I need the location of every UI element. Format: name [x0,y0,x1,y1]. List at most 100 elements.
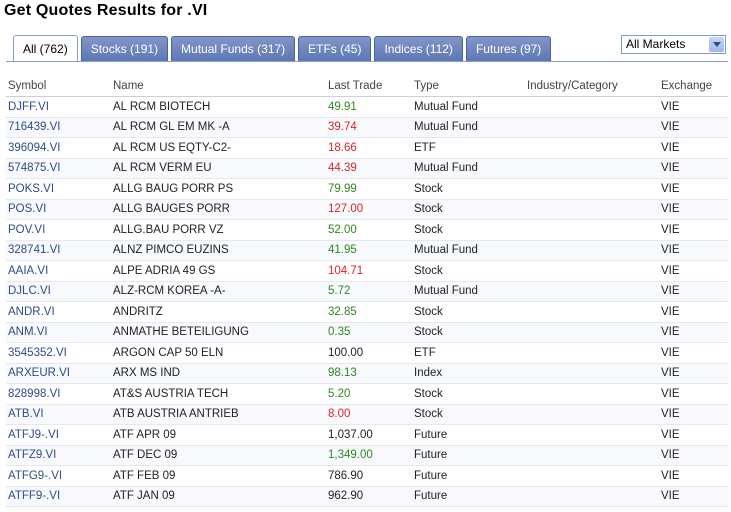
quotes-table: Symbol Name Last Trade Type Industry/Cat… [6,76,728,507]
industry-category [525,260,659,282]
exchange-code: VIE [659,178,728,200]
security-type: Index [412,363,525,384]
industry-category [525,301,659,323]
security-name: ATF APR 09 [111,424,326,446]
symbol-link[interactable]: 716439.VI [6,117,111,138]
symbol-link[interactable]: ATFZ9.VI [6,445,111,466]
symbol-link[interactable]: DJLC.VI [6,281,111,302]
page-title: Get Quotes Results for .VI [4,2,208,19]
last-trade-value: 32.85 [326,301,412,323]
security-name: ARGON CAP 50 ELN [111,342,326,364]
table-row: DJFF.VI AL RCM BIOTECH 49.91 Mutual Fund VIE [6,96,728,118]
column-header-name[interactable]: Name [111,76,326,97]
column-header-exchange[interactable]: Exchange [659,76,728,97]
tab-mutual-funds[interactable]: Mutual Funds (317) [171,36,296,61]
tab-stocks[interactable]: Stocks (191) [80,36,169,61]
symbol-link[interactable]: 574875.VI [6,158,111,179]
exchange-code: VIE [659,117,728,138]
symbol-link[interactable]: ATFF9-.VI [6,486,111,507]
exchange-code: VIE [659,158,728,179]
security-name: ALLG BAUG PORR PS [111,178,326,200]
last-trade-value: 44.39 [326,158,412,179]
security-type: Future [412,486,525,507]
last-trade-value: 5.20 [326,383,412,405]
industry-category [525,383,659,405]
table-row: 328741.VI ALNZ PIMCO EUZINS 41.95 Mutual Fu… [6,240,728,261]
security-type: Stock [412,260,525,282]
last-trade-value: 52.00 [326,219,412,241]
exchange-code: VIE [659,465,728,487]
exchange-code: VIE [659,424,728,446]
security-type: Mutual Fund [412,96,525,118]
symbol-link[interactable]: DJFF.VI [6,96,111,118]
symbol-link[interactable]: ATFJ9-.VI [6,424,111,446]
symbol-link[interactable]: 828998.VI [6,383,111,405]
exchange-code: VIE [659,281,728,302]
industry-category [525,117,659,138]
security-type: Stock [412,322,525,343]
symbol-link[interactable]: POS.VI [6,199,111,220]
tab-futures[interactable]: Futures (97) [465,36,552,61]
table-row: ANM.VI ANMATHE BETEILIGUNG 0.35 Stock VIE [6,322,728,343]
security-name: ATF DEC 09 [111,445,326,466]
tab-etfs[interactable]: ETFs (45) [298,36,372,61]
symbol-link[interactable]: AAIA.VI [6,260,111,282]
industry-category [525,486,659,507]
security-name: AL RCM GL EM MK -A [111,117,326,138]
table-row: ARXEUR.VI ARX MS IND 98.13 Index VIE [6,363,728,384]
last-trade-value: 8.00 [326,404,412,425]
symbol-link[interactable]: ATFG9-.VI [6,465,111,487]
chevron-down-icon[interactable] [709,37,724,52]
exchange-code: VIE [659,199,728,220]
security-type: Mutual Fund [412,158,525,179]
security-name: AT&S AUSTRIA TECH [111,383,326,405]
security-name: ALLG.BAU PORR VZ [111,219,326,241]
symbol-link[interactable]: ANDR.VI [6,301,111,323]
column-header-last-trade[interactable]: Last Trade [326,76,412,97]
exchange-code: VIE [659,322,728,343]
symbol-link[interactable]: ATB.VI [6,404,111,425]
table-row: ATFZ9.VI ATF DEC 09 1,349.00 Future VIE [6,445,728,466]
symbol-link[interactable]: 3545352.VI [6,342,111,364]
column-header-type[interactable]: Type [412,76,525,97]
last-trade-value: 962.90 [326,486,412,507]
symbol-link[interactable]: ANM.VI [6,322,111,343]
security-type: Future [412,424,525,446]
column-header-industry[interactable]: Industry/Category [525,76,659,97]
industry-category [525,240,659,261]
symbol-link[interactable]: ARXEUR.VI [6,363,111,384]
security-name: ATF FEB 09 [111,465,326,487]
exchange-code: VIE [659,363,728,384]
exchange-code: VIE [659,342,728,364]
table-row: ATFF9-.VI ATF JAN 09 962.90 Future VIE [6,486,728,507]
last-trade-value: 18.66 [326,137,412,159]
quotes-table-body: DJFF.VI AL RCM BIOTECH 49.91 Mutual Fund VIE… [6,96,728,507]
last-trade-value: 1,037.00 [326,424,412,446]
symbol-link[interactable]: POV.VI [6,219,111,241]
tab-indices[interactable]: Indices (112) [374,36,463,61]
security-type: Stock [412,404,525,425]
industry-category [525,281,659,302]
security-name: ALNZ PIMCO EUZINS [111,240,326,261]
symbol-link[interactable]: 396094.VI [6,137,111,159]
security-name: ATF JAN 09 [111,486,326,507]
exchange-code: VIE [659,137,728,159]
security-name: ALZ-RCM KOREA -A- [111,281,326,302]
table-row: POKS.VI ALLG BAUG PORR PS 79.99 Stock VIE [6,178,728,200]
last-trade-value: 127.00 [326,199,412,220]
symbol-link[interactable]: POKS.VI [6,178,111,200]
table-row: 716439.VI AL RCM GL EM MK -A 39.74 Mutual F… [6,117,728,138]
symbol-link[interactable]: 328741.VI [6,240,111,261]
table-row: 396094.VI AL RCM US EQTY-C2- 18.66 ETF VIE [6,137,728,159]
security-type: Future [412,465,525,487]
table-row: 574875.VI AL RCM VERM EU 44.39 Mutual Fund V… [6,158,728,179]
tab-all[interactable]: All (762) [13,35,78,62]
industry-category [525,465,659,487]
table-row: 3545352.VI ARGON CAP 50 ELN 100.00 ETF VIE [6,342,728,364]
last-trade-value: 98.13 [326,363,412,384]
industry-category [525,322,659,343]
column-header-symbol[interactable]: Symbol [6,76,111,97]
exchange-code: VIE [659,486,728,507]
security-name: ANMATHE BETEILIGUNG [111,322,326,343]
market-select[interactable]: All Markets [621,35,726,54]
